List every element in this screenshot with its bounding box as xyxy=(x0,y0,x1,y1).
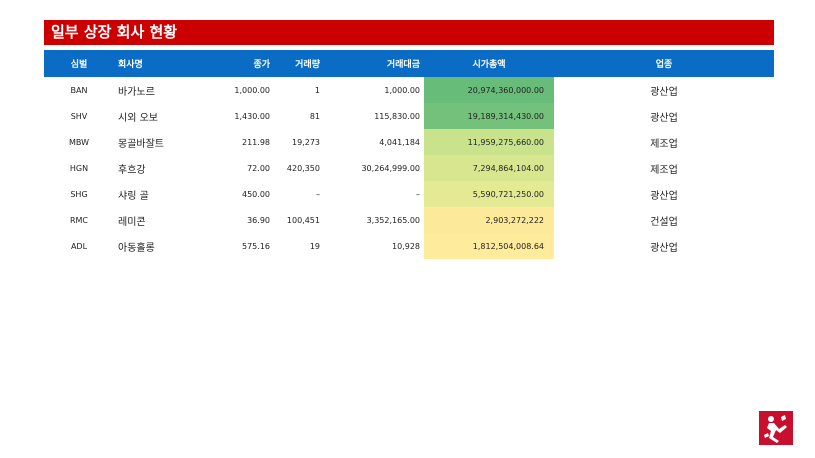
header-mcap: 시가총액 xyxy=(472,60,506,70)
cell-name: 시외 오보 xyxy=(118,112,158,124)
header-symbol: 심벌 xyxy=(70,60,88,70)
company-table-container: 심벌 회사명 종가 거래량 거래대금 시가총액 업종 BAN 바가노르 1,00… xyxy=(44,50,774,259)
cell-name: 아동홀롱 xyxy=(118,242,155,254)
cell-industry: 광산업 xyxy=(650,242,678,254)
cell-volume: – xyxy=(316,189,320,199)
cell-volume: 420,350 xyxy=(286,163,320,173)
header-price: 종가 xyxy=(253,60,270,70)
cell-mcap: 7,294,864,104.00 xyxy=(424,155,554,181)
cell-symbol: MBW xyxy=(68,137,89,147)
cell-mcap: 19,189,314,430.00 xyxy=(424,103,554,129)
cell-turnover: 4,041,184 xyxy=(379,137,420,147)
table-row: BAN 바가노르 1,000.00 1 1,000.00 20,974,360,… xyxy=(44,77,774,103)
cell-name: 레미콘 xyxy=(118,216,146,228)
cell-price: 211.98 xyxy=(242,137,270,147)
cell-price: 1,430.00 xyxy=(234,111,270,121)
cell-price: 1,000.00 xyxy=(234,85,270,95)
cell-symbol: BAN xyxy=(70,85,88,95)
cell-industry: 제조업 xyxy=(650,164,678,176)
cell-symbol: SHV xyxy=(70,111,88,121)
cell-symbol: RMC xyxy=(69,215,89,225)
figure-logo-icon xyxy=(759,411,793,445)
company-table: 심벌 회사명 종가 거래량 거래대금 시가총액 업종 BAN 바가노르 1,00… xyxy=(44,50,774,259)
cell-turnover: 30,264,999.00 xyxy=(361,163,420,173)
cell-mcap: 5,590,721,250.00 xyxy=(424,181,554,207)
cell-turnover: 10,928 xyxy=(392,241,420,251)
cell-turnover: 3,352,165.00 xyxy=(366,215,420,225)
cell-volume: 100,451 xyxy=(286,215,320,225)
table-row: SHG 샤링 골 450.00 – – 5,590,721,250.00 광산업 xyxy=(44,181,774,207)
table-row: SHV 시외 오보 1,430.00 81 115,830.00 19,189,… xyxy=(44,103,774,129)
cell-name: 후흐강 xyxy=(118,164,146,176)
cell-price: 575.16 xyxy=(242,241,270,251)
header-industry: 업종 xyxy=(655,60,673,70)
cell-industry: 광산업 xyxy=(650,86,678,98)
cell-name: 몽골바잘트 xyxy=(118,138,164,150)
cell-industry: 제조업 xyxy=(650,138,678,150)
cell-mcap: 2,903,272,222 xyxy=(424,207,554,233)
cell-turnover: 1,000.00 xyxy=(384,85,420,95)
cell-symbol: HGN xyxy=(69,163,89,173)
cell-name: 샤링 골 xyxy=(118,190,149,202)
cell-name: 바가노르 xyxy=(118,86,155,98)
table-row: ADL 아동홀롱 575.16 19 10,928 1,812,504,008.… xyxy=(44,233,774,259)
cell-symbol: ADL xyxy=(70,241,88,251)
cell-symbol: SHG xyxy=(70,189,88,199)
cell-price: 72.00 xyxy=(247,163,270,173)
cell-mcap: 1,812,504,008.64 xyxy=(424,233,554,259)
cell-industry: 광산업 xyxy=(650,112,678,124)
cell-price: 36.90 xyxy=(247,215,270,225)
cell-turnover: – xyxy=(416,189,420,199)
table-row: MBW 몽골바잘트 211.98 19,273 4,041,184 11,959… xyxy=(44,129,774,155)
cell-mcap: 11,959,275,660.00 xyxy=(424,129,554,155)
cell-price: 450.00 xyxy=(242,189,270,199)
header-volume: 거래량 xyxy=(295,60,320,70)
table-header-row: 심벌 회사명 종가 거래량 거래대금 시가총액 업종 xyxy=(44,50,774,77)
header-turnover: 거래대금 xyxy=(386,60,420,70)
page-title: 일부 상장 회사 현황 xyxy=(44,20,774,45)
cell-volume: 19,273 xyxy=(292,137,320,147)
cell-volume: 19 xyxy=(309,241,320,251)
cell-volume: 1 xyxy=(314,85,320,95)
cell-industry: 건설업 xyxy=(650,216,678,228)
table-row: HGN 후흐강 72.00 420,350 30,264,999.00 7,29… xyxy=(44,155,774,181)
header-name: 회사명 xyxy=(118,60,143,70)
cell-turnover: 115,830.00 xyxy=(374,111,420,121)
table-row: RMC 레미콘 36.90 100,451 3,352,165.00 2,903… xyxy=(44,207,774,233)
cell-industry: 광산업 xyxy=(650,190,678,202)
cell-volume: 81 xyxy=(309,111,320,121)
cell-mcap: 20,974,360,000.00 xyxy=(424,77,554,103)
